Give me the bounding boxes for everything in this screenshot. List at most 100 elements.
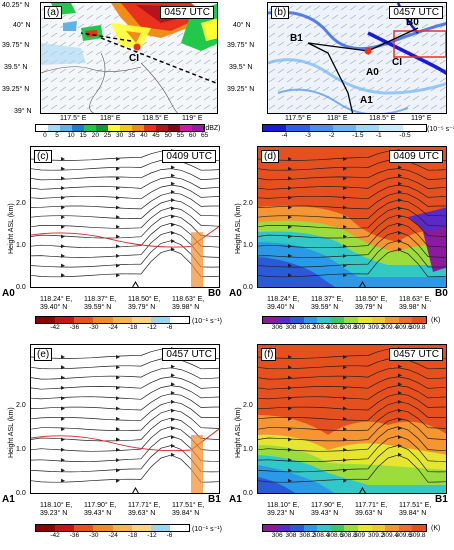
colorbar-tick-label: 45 xyxy=(152,132,160,139)
streamline xyxy=(31,240,219,268)
theta-unit: (K) xyxy=(431,525,441,532)
streamline xyxy=(258,357,446,370)
colorbar-tick-label: 308.4 xyxy=(313,532,330,539)
colorbar-swatch xyxy=(168,125,180,131)
divergence-map-svg xyxy=(268,3,446,113)
streamline-arrow xyxy=(398,206,402,211)
y-tick: 0.0 xyxy=(16,284,26,291)
streamline-arrow xyxy=(116,224,120,229)
streamline-arrow xyxy=(116,416,120,421)
streamline-arrow xyxy=(171,443,175,448)
panel-label: (f) xyxy=(261,348,277,361)
section-start: A1 xyxy=(2,494,15,505)
colorbar-tick-label: 65 xyxy=(201,132,209,139)
colorbar-swatch xyxy=(371,525,386,531)
streamline-arrow xyxy=(288,396,292,401)
streamline-arrow xyxy=(61,468,65,473)
streamline-arrow xyxy=(116,468,120,473)
streamline-arrow xyxy=(116,215,120,220)
streamline-arrow xyxy=(171,426,175,431)
colorbar-swatch xyxy=(108,125,120,131)
cross-section-f: 0457 UTC (f) xyxy=(257,344,447,494)
colorbar-swatch xyxy=(36,125,48,131)
x-tick: 117.90° E, xyxy=(84,502,117,509)
streamline-arrow xyxy=(398,435,402,440)
colorbar-swatch xyxy=(303,525,318,531)
colorbar-tick-label: 309.2 xyxy=(368,324,385,331)
streamline-arrow xyxy=(61,458,65,463)
streamline xyxy=(258,409,446,432)
colorbar-swatch xyxy=(60,125,72,131)
w-unit: (10⁻¹ s⁻¹) xyxy=(192,526,222,533)
colorbar-tick-label: 308 xyxy=(285,324,297,331)
streamline-arrow xyxy=(61,396,65,401)
streamline-arrow xyxy=(343,365,347,370)
lon-tick: 118.5° E xyxy=(142,115,169,122)
colorbar-swatch xyxy=(398,317,413,323)
colorbar-swatch xyxy=(169,317,189,323)
streamline-arrow xyxy=(116,375,120,380)
colorbar-theta xyxy=(262,524,427,532)
colorbar-swatch xyxy=(317,525,331,531)
colorbar-tick-label: -4 xyxy=(281,132,288,139)
colorbar-divergence-ticks: -4 -3 -2 -1.5 -1 -0.5 xyxy=(227,132,454,140)
section-end: B1 xyxy=(435,494,448,505)
streamline-arrow xyxy=(398,382,402,387)
x-tick: 39.23° N xyxy=(267,510,295,517)
colorbar-divergence xyxy=(262,124,427,132)
streamline-arrow xyxy=(343,416,347,421)
theta-field-f xyxy=(258,415,446,493)
streamline xyxy=(258,240,446,268)
streamline xyxy=(31,199,219,219)
streamline-arrow xyxy=(288,437,292,442)
streamline-arrow xyxy=(61,406,65,411)
streamline-arrow xyxy=(288,458,292,463)
colorbar-tick-label: 5 xyxy=(55,132,59,139)
streamline-arrow xyxy=(171,222,175,227)
colorbar-theta-ticks: 306 308 308.2 308.4 308.6 308.8 309 309.2 309.4 3… xyxy=(227,324,454,332)
colorbar-tick-label: 60 xyxy=(188,132,197,139)
colorbar-swatch xyxy=(48,125,60,131)
colorbar-swatch xyxy=(93,525,113,531)
streamline xyxy=(31,454,219,483)
colorbar-theta xyxy=(262,316,427,324)
streamline xyxy=(31,207,219,229)
streamline xyxy=(258,435,446,462)
colorbar-tick-label: 15 xyxy=(79,132,87,139)
streamline-arrow xyxy=(343,215,347,220)
streamline xyxy=(31,249,219,278)
colorbar-swatch xyxy=(74,317,94,323)
ci-location-marker xyxy=(132,280,139,287)
colorbar-tick-label: 309 xyxy=(354,324,366,331)
streamline-arrow xyxy=(343,385,347,390)
streamlines-c xyxy=(31,149,219,287)
streamline-arrow xyxy=(171,165,175,170)
colorbar-tick-label: 309.4 xyxy=(381,324,399,331)
streamline-arrow xyxy=(171,399,175,404)
streamline-arrow xyxy=(343,437,347,442)
streamline-arrow xyxy=(171,452,175,457)
streamline-arrow xyxy=(116,437,120,442)
colorbar-swatch xyxy=(112,525,132,531)
x-tick: 118.50° E, xyxy=(355,296,388,303)
streamline-arrow xyxy=(288,215,292,220)
colorbar-swatch xyxy=(55,317,75,323)
streamline-arrow xyxy=(171,206,175,211)
colorbar-swatch xyxy=(72,125,84,131)
colorbar-swatch xyxy=(358,525,372,531)
streamline-arrow xyxy=(398,222,402,227)
streamlines-f xyxy=(258,347,446,493)
x-tick: 118.63° E, xyxy=(172,296,205,303)
streamline xyxy=(31,367,219,380)
y-tick: 1.0 xyxy=(16,446,26,453)
colorbar-tick-label: 308.8 xyxy=(340,532,357,539)
lon-tick: 117.5° E xyxy=(285,115,312,122)
streamline xyxy=(258,401,446,421)
lon-tick: 118.5° E xyxy=(369,115,396,122)
panel-label: (a) xyxy=(44,6,63,19)
colorbar-swatch xyxy=(36,525,56,531)
colorbar-tick-label: 309.8 xyxy=(409,324,426,331)
colorbar-swatch xyxy=(150,525,170,531)
streamline xyxy=(31,176,219,190)
colorbar-tick-label: -36 xyxy=(69,532,80,539)
